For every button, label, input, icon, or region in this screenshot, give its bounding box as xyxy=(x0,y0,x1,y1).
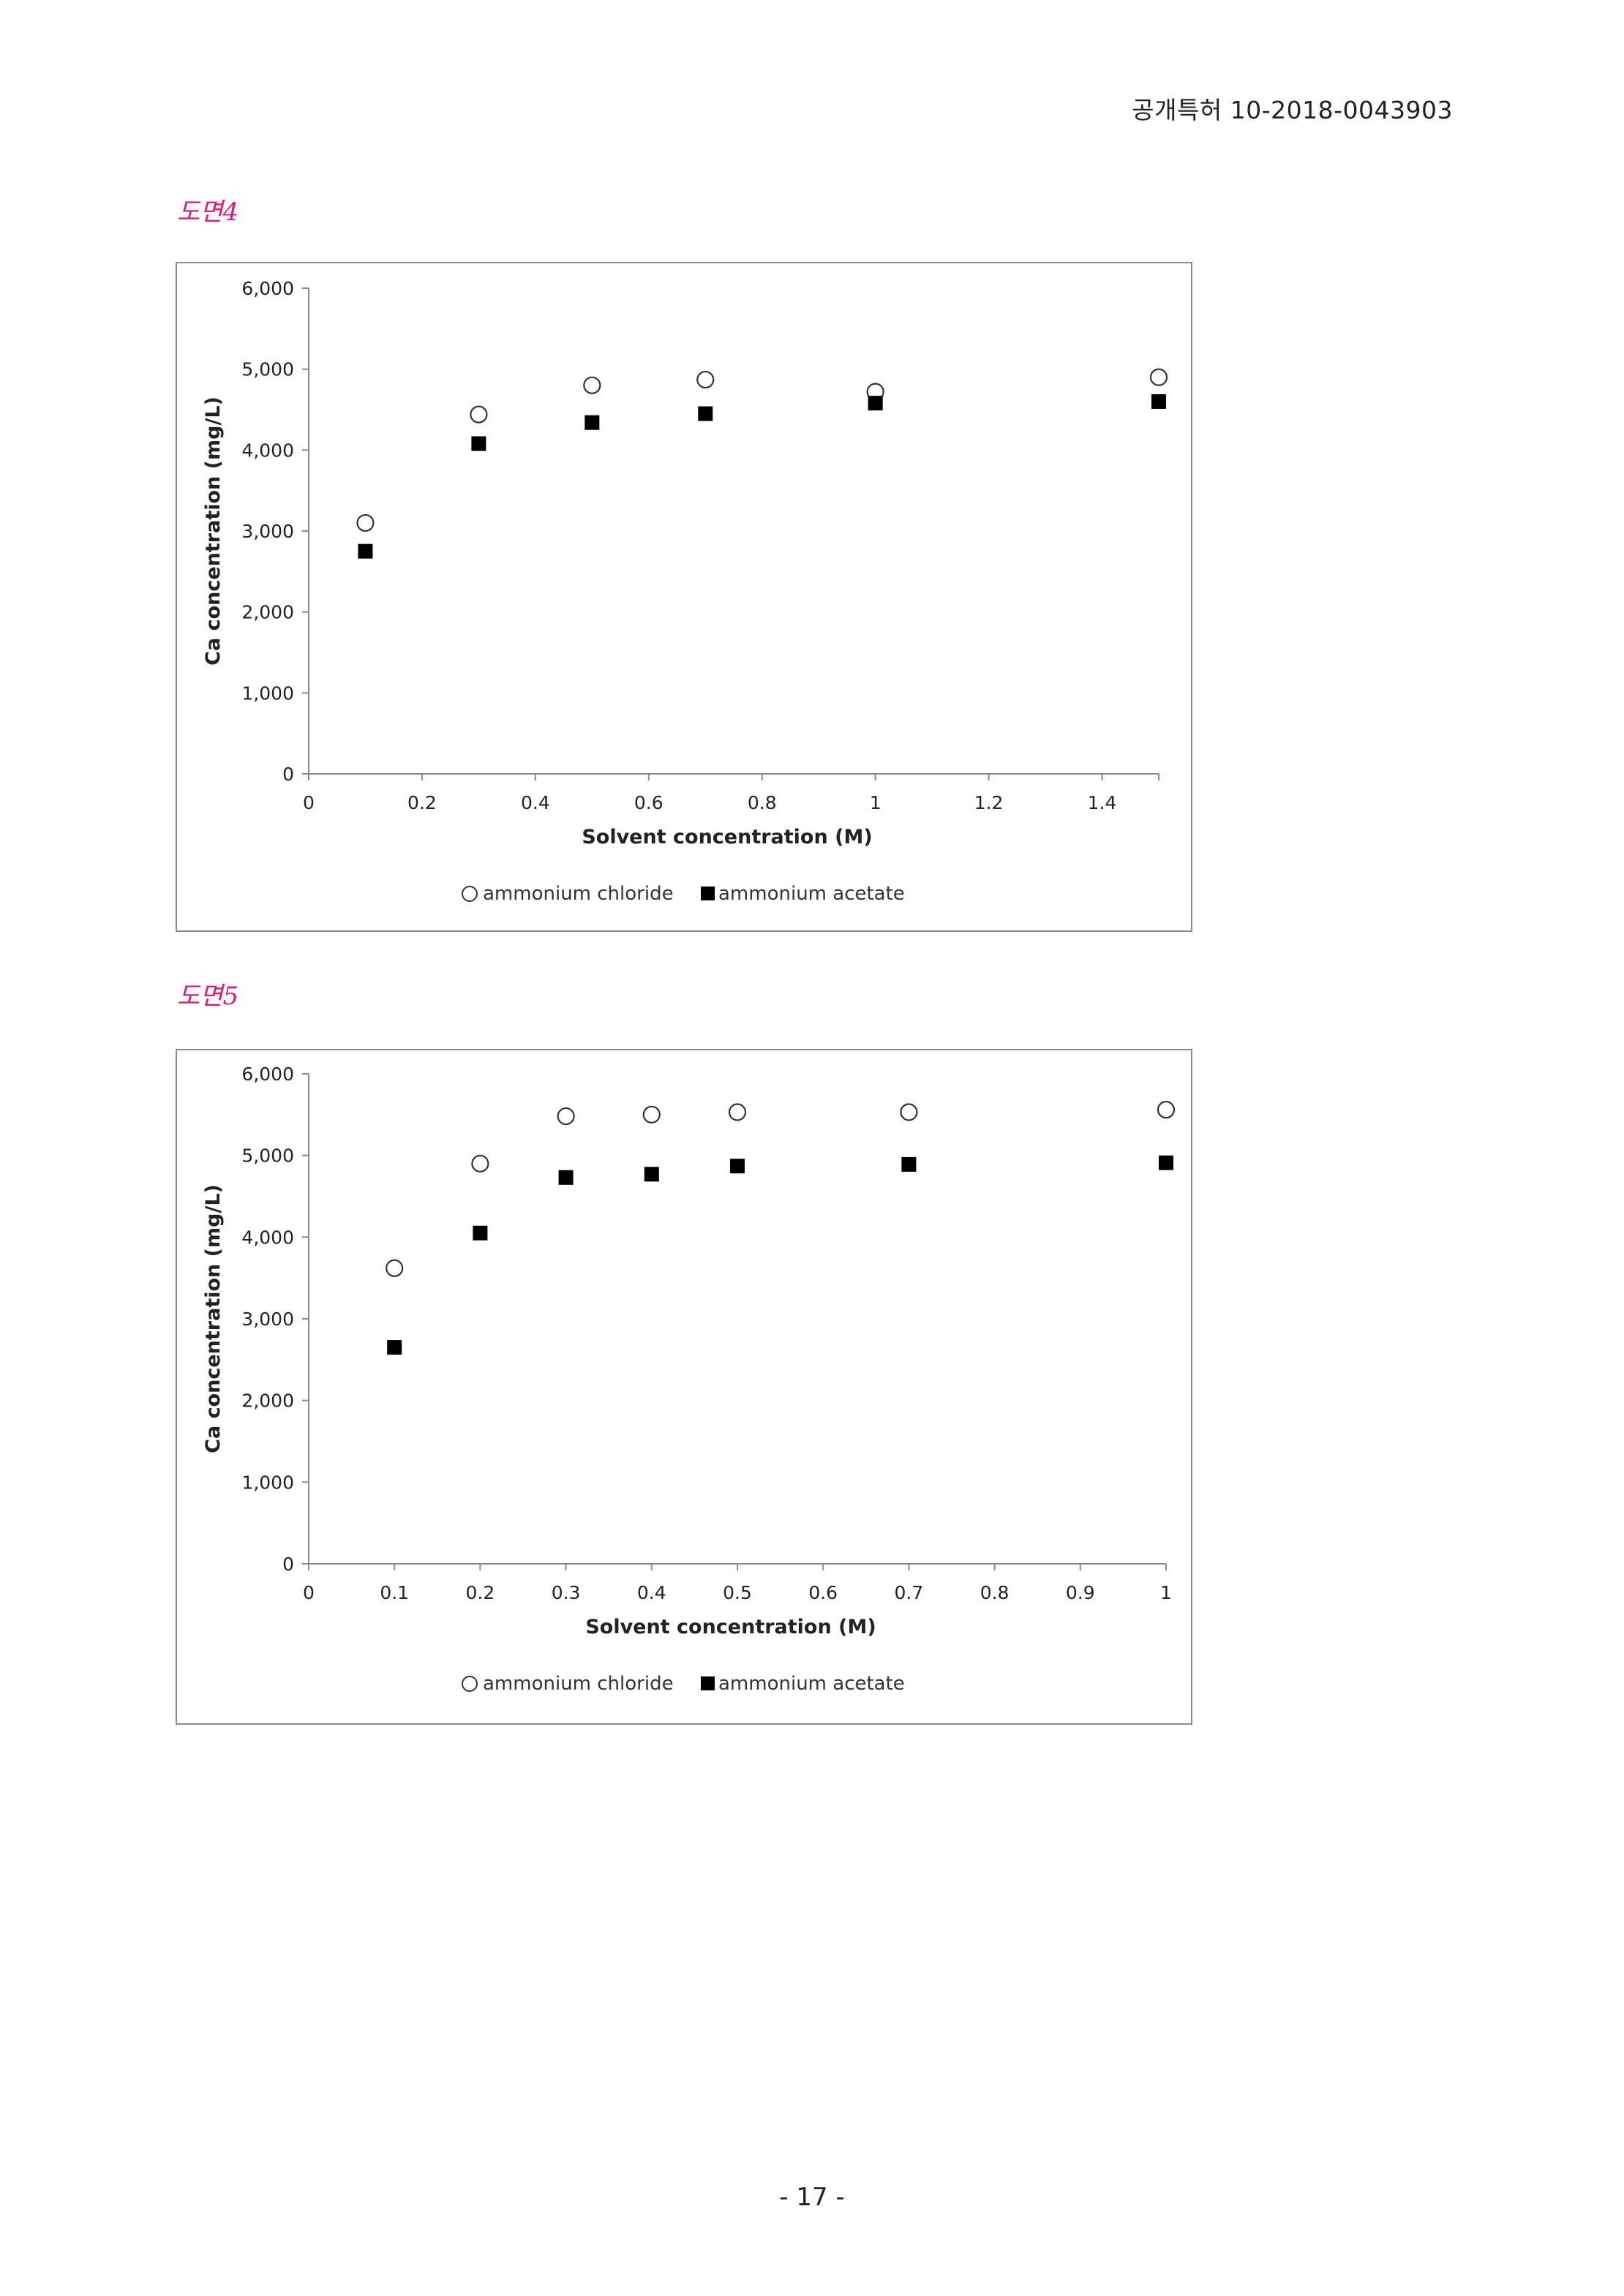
point-ammonium-acetate xyxy=(730,1159,745,1174)
y-tick-label: 2,000 xyxy=(241,602,294,623)
figure-5-chart: 0 1,000 2,000 3,000 4,000 5,000 6,000 0 0.1 0.2 0.… xyxy=(202,1064,1176,1695)
x-tick-label: 0.9 xyxy=(1066,1582,1095,1603)
point-ammonium-acetate xyxy=(387,1340,402,1355)
point-ammonium-chloride xyxy=(900,1103,918,1121)
x-tick-label: 0.6 xyxy=(808,1582,838,1603)
x-tick-label: 0.2 xyxy=(466,1582,495,1603)
figure-4-chart: 0 1,000 2,000 3,000 4,000 5,000 6,000 0 0.2 0.4 0.… xyxy=(202,278,1168,905)
y-tick-label: 4,000 xyxy=(241,1227,294,1248)
x-tick-label: 0.8 xyxy=(980,1582,1010,1603)
x-tick-label: 1.2 xyxy=(974,792,1004,813)
y-tick-label: 5,000 xyxy=(241,359,294,380)
x-tick-label: 0.5 xyxy=(723,1582,752,1603)
point-ammonium-acetate xyxy=(358,543,373,559)
point-ammonium-acetate xyxy=(644,1167,659,1182)
y-axis-label: Ca concentration (mg/L) xyxy=(202,1184,225,1453)
figure-4-chart-frame: 0 1,000 2,000 3,000 4,000 5,000 6,000 0 0.2 0.4 0.… xyxy=(176,262,1192,932)
legend-marker-ammonium-chloride xyxy=(462,1676,478,1692)
x-tick-label: 1 xyxy=(870,792,881,813)
x-axis-label: Solvent concentration (M) xyxy=(585,1616,876,1638)
x-tick-label: 1 xyxy=(1160,1582,1172,1603)
point-ammonium-chloride xyxy=(583,376,601,394)
legend-marker-ammonium-acetate xyxy=(701,887,715,900)
legend-label-ammonium-chloride: ammonium chloride xyxy=(483,883,674,905)
x-tick-label: 0.1 xyxy=(380,1582,409,1603)
point-ammonium-acetate xyxy=(473,1225,488,1241)
figure-4-label: 도면4 xyxy=(177,197,239,227)
y-tick-label: 3,000 xyxy=(241,1309,294,1330)
point-ammonium-acetate xyxy=(1159,1155,1173,1170)
x-tick-label: 0 xyxy=(303,792,315,813)
point-ammonium-chloride xyxy=(1157,1101,1176,1119)
x-tick-label: 0.6 xyxy=(634,792,663,813)
patent-number-header: 공개특허 10-2018-0043903 xyxy=(1132,96,1453,124)
legend-marker-ammonium-chloride xyxy=(462,886,478,902)
legend-marker-ammonium-acetate xyxy=(701,1676,715,1690)
point-ammonium-chloride xyxy=(642,1105,661,1123)
point-ammonium-acetate xyxy=(1151,394,1166,409)
point-ammonium-chloride xyxy=(696,370,715,389)
y-tick-label: 3,000 xyxy=(241,521,294,542)
point-ammonium-acetate xyxy=(558,1170,574,1185)
legend-label-ammonium-acetate: ammonium acetate xyxy=(718,883,905,905)
x-tick-label: 0.3 xyxy=(552,1582,581,1603)
y-tick-label: 4,000 xyxy=(241,440,294,461)
point-ammonium-chloride xyxy=(728,1103,747,1121)
x-tick-label: 0.4 xyxy=(521,792,550,813)
x-tick-label: 0.7 xyxy=(895,1582,924,1603)
legend-label-ammonium-acetate: ammonium acetate xyxy=(718,1673,905,1695)
point-ammonium-acetate xyxy=(584,415,600,430)
y-tick-label: 5,000 xyxy=(241,1145,294,1167)
y-tick-label: 6,000 xyxy=(241,1064,294,1085)
y-tick-label: 1,000 xyxy=(241,1472,294,1493)
legend-label-ammonium-chloride: ammonium chloride xyxy=(483,1673,674,1695)
y-axis-label: Ca concentration (mg/L) xyxy=(202,396,225,666)
x-tick-label: 0 xyxy=(303,1582,315,1603)
x-tick-label: 0.4 xyxy=(637,1582,666,1603)
point-ammonium-chloride xyxy=(386,1259,404,1277)
page-number: - 17 - xyxy=(779,2183,845,2212)
point-ammonium-chloride xyxy=(557,1107,575,1126)
point-ammonium-acetate xyxy=(698,406,713,421)
y-tick-label: 2,000 xyxy=(241,1390,294,1412)
point-ammonium-chloride xyxy=(1149,368,1168,386)
x-tick-label: 1.4 xyxy=(1088,792,1117,813)
figure-5-label: 도면5 xyxy=(177,982,239,1011)
point-ammonium-chloride xyxy=(470,405,488,424)
x-tick-label: 0.8 xyxy=(748,792,777,813)
y-tick-label: 6,000 xyxy=(241,278,294,299)
point-ammonium-chloride xyxy=(356,513,375,532)
y-tick-label: 0 xyxy=(282,1554,294,1575)
figure-5-chart-frame: 0 1,000 2,000 3,000 4,000 5,000 6,000 0 0.1 0.2 0.… xyxy=(176,1049,1192,1725)
y-tick-label: 1,000 xyxy=(241,682,294,704)
x-axis-label: Solvent concentration (M) xyxy=(582,826,872,848)
point-ammonium-acetate xyxy=(901,1156,917,1172)
x-tick-label: 0.2 xyxy=(407,792,437,813)
point-ammonium-acetate xyxy=(471,436,486,451)
y-tick-label: 0 xyxy=(282,764,294,785)
point-ammonium-chloride xyxy=(471,1154,489,1173)
point-ammonium-acetate xyxy=(868,396,883,411)
